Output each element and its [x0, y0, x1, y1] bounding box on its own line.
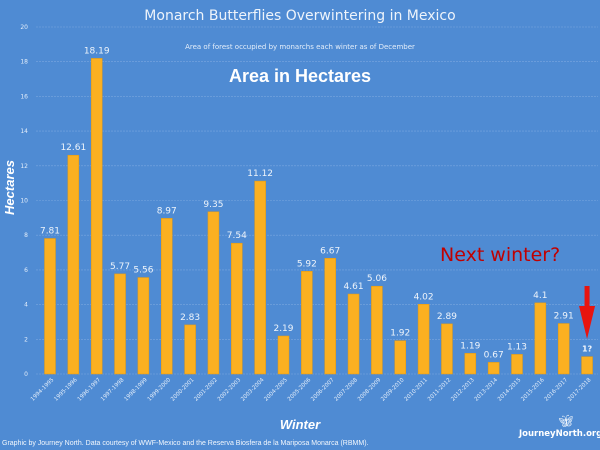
- journey-north-logo: JourneyNorth.org: [519, 429, 600, 439]
- y-tick-label: 2: [24, 336, 28, 343]
- x-tick-label: 2012-2013: [450, 377, 476, 403]
- data-label: 2.89: [437, 312, 457, 322]
- data-label: 5.56: [133, 266, 153, 276]
- data-label: 2.91: [554, 312, 574, 322]
- x-tick-label: 2004-2005: [263, 377, 289, 403]
- y-tick-label: 10: [20, 198, 28, 205]
- x-tick-label: 2003-2004: [240, 377, 266, 403]
- bar: [347, 293, 360, 375]
- data-label: 5.77: [110, 262, 130, 272]
- bar: [581, 356, 593, 375]
- bar: [44, 238, 56, 375]
- bar: [417, 304, 430, 375]
- down-arrow-icon: [579, 306, 596, 339]
- x-tick-label: 2017-2018: [567, 377, 593, 403]
- data-label: 11.12: [247, 169, 273, 179]
- bar: [67, 154, 80, 375]
- x-tick-label: 2007-2008: [334, 377, 360, 403]
- y-tick-label: 4: [24, 302, 28, 309]
- data-label: 12.61: [60, 143, 86, 153]
- bar: [277, 335, 290, 375]
- bar: [231, 242, 243, 375]
- bar: [184, 324, 196, 375]
- x-tick-label: 2001-2002: [193, 377, 218, 402]
- data-label: 18.19: [84, 46, 110, 56]
- bar: [534, 302, 547, 375]
- next-winter-annotation: Next winter?: [440, 244, 561, 266]
- x-tick-label: 2006-2007: [310, 377, 336, 403]
- data-label: 8.97: [157, 206, 177, 216]
- data-label: 1.19: [460, 341, 480, 351]
- data-label: 1.92: [390, 329, 410, 339]
- x-tick-label: 2009-2010: [380, 377, 406, 403]
- arrow-shaft: [584, 286, 590, 306]
- y-tick-label: 12: [20, 163, 28, 170]
- x-tick-label: 2002-2003: [217, 377, 243, 403]
- data-label: 7.81: [40, 226, 60, 236]
- butterfly-icon: 🦋︎: [558, 414, 574, 428]
- y-tick-label: 20: [20, 24, 28, 31]
- data-label: 4.1: [533, 291, 547, 301]
- credit-text: Graphic by Journey North. Data courtesy …: [2, 440, 369, 447]
- x-tick-label: 1994-1995: [30, 377, 56, 403]
- x-tick-label: 2014-2015: [497, 377, 523, 403]
- bar: [301, 271, 313, 375]
- data-label: 7.54: [227, 231, 247, 241]
- y-tick-label: 8: [24, 232, 28, 239]
- bar: [114, 273, 126, 375]
- x-tick-label: 1999-2000: [147, 377, 173, 403]
- data-label: 6.67: [320, 246, 340, 256]
- x-tick-label: 2005-2006: [287, 377, 313, 403]
- data-label: 1.13: [507, 342, 527, 352]
- y-tick-label: 16: [20, 93, 28, 100]
- data-label: 4.61: [344, 282, 364, 292]
- bar: [90, 58, 103, 375]
- x-tick-label: 1995-1996: [53, 377, 79, 403]
- y-tick-label: 14: [20, 128, 28, 135]
- bar: [487, 362, 500, 375]
- x-tick-label: 2010-2011: [404, 377, 429, 402]
- x-axis-label: Winter: [279, 417, 321, 432]
- data-label: 9.35: [203, 200, 223, 210]
- x-tick-label: 2015-2016: [520, 377, 546, 403]
- bar: [137, 277, 150, 375]
- bar: [557, 323, 570, 375]
- bar: [394, 340, 406, 375]
- chart-banner: Area in Hectares: [228, 66, 372, 86]
- bar: [207, 211, 220, 375]
- y-axis-label: Hectares: [1, 160, 17, 215]
- data-label: 0.67: [484, 350, 504, 360]
- chart-subtitle: Area of forest occupied by monarchs each…: [185, 43, 415, 51]
- bar: [371, 285, 383, 375]
- bar: [324, 258, 336, 375]
- data-label: 2.83: [180, 313, 200, 323]
- data-label: 2.19: [273, 324, 293, 334]
- data-label: 5.92: [297, 259, 317, 269]
- bar: [464, 353, 477, 375]
- data-label: 1?: [582, 345, 593, 354]
- x-tick-label: 2013-2014: [474, 377, 500, 403]
- x-tick-label: 2008-2009: [357, 377, 383, 403]
- data-label: 4.02: [414, 292, 434, 302]
- x-tick-label: 2000-2001: [170, 377, 195, 402]
- data-label: 5.06: [367, 274, 387, 284]
- x-tick-label: 2016-2017: [544, 377, 570, 403]
- bar: [254, 180, 266, 375]
- x-tick-label: 1998-1999: [123, 377, 149, 403]
- y-tick-label: 18: [20, 59, 28, 66]
- x-tick-label: 1997-1998: [100, 377, 126, 403]
- x-tick-label: 2011-2012: [427, 377, 452, 402]
- chart-title: Monarch Butterflies Overwintering in Mex…: [144, 8, 456, 24]
- bar: [511, 354, 523, 375]
- y-tick-label: 0: [24, 371, 28, 378]
- y-tick-label: 6: [24, 267, 28, 274]
- x-tick-label: 1996-1997: [77, 377, 103, 403]
- bar: [161, 218, 173, 375]
- bar: [441, 323, 453, 375]
